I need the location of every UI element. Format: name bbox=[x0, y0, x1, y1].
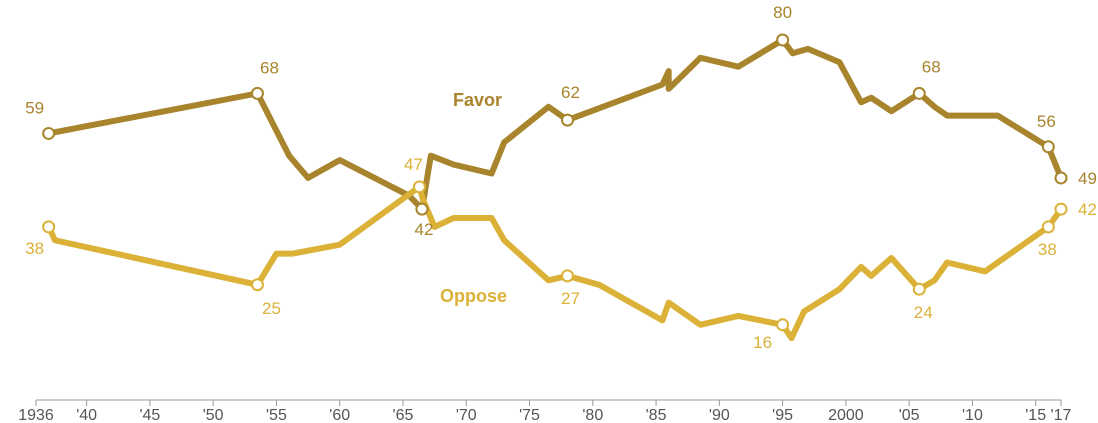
favor-data-label: 62 bbox=[561, 83, 580, 102]
x-tick-label: '45 bbox=[139, 407, 160, 423]
data-point-marker bbox=[912, 282, 926, 296]
x-tick-label: '80 bbox=[582, 407, 603, 423]
x-tick-label: '90 bbox=[709, 407, 730, 423]
series-line-favor bbox=[45, 37, 1064, 213]
favor-data-label: 59 bbox=[25, 98, 44, 117]
label-layer: 59 68 42 62 80 68 56 49 38 25 47 27 16 24 38 42 Favor Opp… bbox=[25, 3, 1097, 352]
favor-data-label: 42 bbox=[414, 220, 433, 239]
oppose-data-label: 27 bbox=[561, 289, 580, 308]
x-tick-label: '10 bbox=[962, 407, 983, 423]
oppose-data-label: 24 bbox=[914, 303, 933, 322]
data-point-marker bbox=[912, 86, 926, 100]
oppose-data-label: 42 bbox=[1078, 200, 1097, 219]
favor-data-label: 80 bbox=[773, 3, 792, 22]
x-tick-label: '15 bbox=[1025, 407, 1046, 423]
x-tick-label: '05 bbox=[899, 407, 920, 423]
x-axis: 1936 '40 '45 '50 '55 '60 '65 '70 '75 '80 '85 '90 '95… bbox=[18, 399, 1072, 423]
x-tick-label: '55 bbox=[266, 407, 287, 423]
oppose-data-label: 38 bbox=[1038, 240, 1057, 259]
oppose-data-label: 47 bbox=[404, 155, 423, 174]
x-tick-label: '95 bbox=[772, 407, 793, 423]
x-tick-label: '70 bbox=[456, 407, 477, 423]
data-point-marker bbox=[776, 318, 790, 332]
favor-data-label: 56 bbox=[1037, 112, 1056, 131]
data-point-marker bbox=[776, 33, 790, 47]
x-tick-label: '65 bbox=[393, 407, 414, 423]
data-point-marker bbox=[415, 202, 429, 216]
series-label-favor: Favor bbox=[453, 90, 502, 110]
x-tick-label: '17 bbox=[1051, 407, 1072, 423]
x-tick-label: '85 bbox=[646, 407, 667, 423]
favor-data-label: 68 bbox=[922, 57, 941, 76]
data-point-marker bbox=[250, 86, 264, 100]
series-layer bbox=[42, 33, 1068, 342]
series-line-oppose bbox=[45, 183, 1064, 342]
data-point-marker bbox=[1041, 140, 1055, 154]
data-point-marker bbox=[250, 278, 264, 292]
data-point-marker bbox=[1054, 202, 1068, 216]
x-tick-label: '60 bbox=[329, 407, 350, 423]
data-point-marker bbox=[1054, 171, 1068, 185]
data-point-marker bbox=[560, 113, 574, 127]
data-point-marker bbox=[412, 180, 426, 194]
x-tick-label: '40 bbox=[76, 407, 97, 423]
favor-data-label: 49 bbox=[1078, 169, 1097, 188]
x-tick-label: '75 bbox=[519, 407, 540, 423]
favor-data-label: 68 bbox=[260, 58, 279, 77]
data-point-marker bbox=[42, 126, 56, 140]
oppose-data-label: 25 bbox=[262, 299, 281, 318]
series-label-oppose: Oppose bbox=[440, 286, 507, 306]
x-tick-label: 1936 bbox=[18, 407, 54, 423]
data-point-marker bbox=[1041, 220, 1055, 234]
data-point-marker bbox=[42, 220, 56, 234]
x-tick-label: 2000 bbox=[828, 407, 864, 423]
oppose-data-label: 38 bbox=[25, 239, 44, 258]
x-tick-label: '50 bbox=[203, 407, 224, 423]
oppose-data-label: 16 bbox=[753, 333, 772, 352]
data-point-marker bbox=[560, 269, 574, 283]
